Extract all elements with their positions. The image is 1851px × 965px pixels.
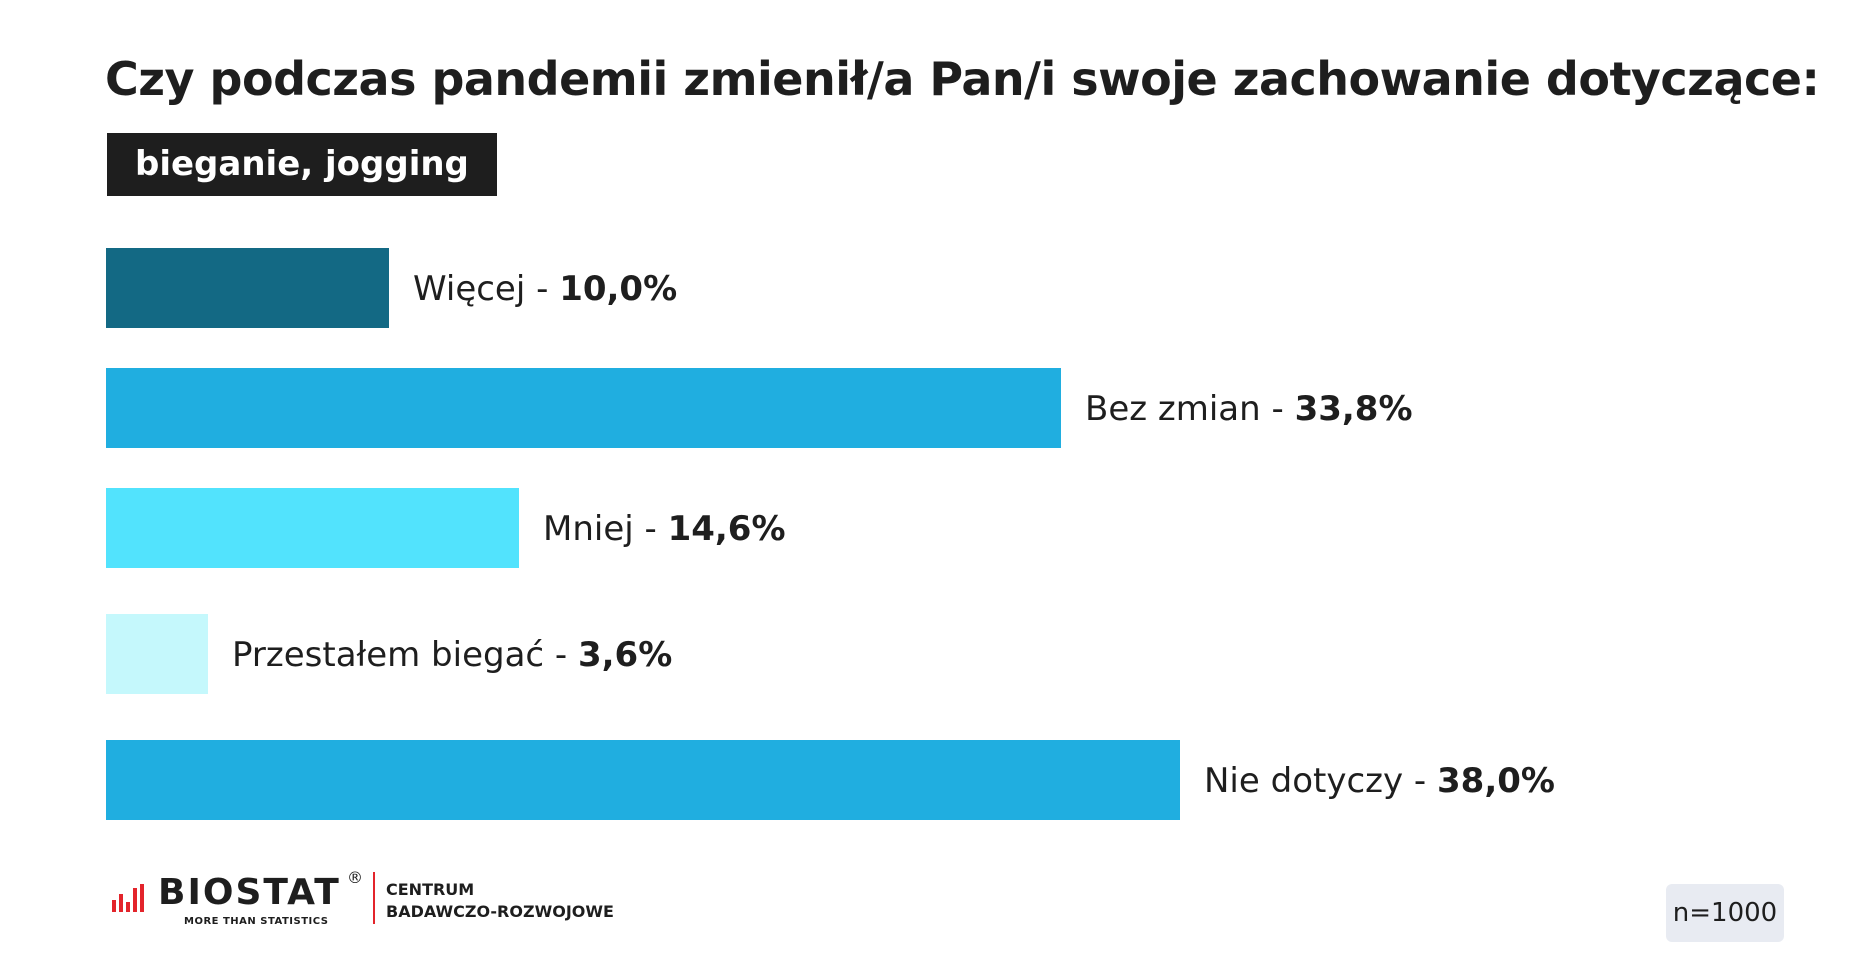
logo-tagline: MORE THAN STATISTICS [184,916,329,927]
bar-category-label: Bez zmian - [1085,389,1295,429]
bar-label-3: Przestałem biegać - 3,6% [232,635,672,675]
bar-label-1: Bez zmian - 33,8% [1085,389,1413,429]
bar-0 [106,248,389,328]
bar-3 [106,614,208,694]
bar-label-4: Nie dotyczy - 38,0% [1204,761,1555,801]
bar-2 [106,488,519,568]
bar-value-label: 14,6% [668,509,786,549]
bar-1 [106,368,1061,448]
bar-value-label: 3,6% [578,635,672,675]
bar-value-label: 38,0% [1437,761,1555,801]
bar-category-label: Mniej - [543,509,668,549]
chart-subtitle-tag: bieganie, jogging [107,133,497,196]
logo-divider [373,872,375,924]
bar-label-2: Mniej - 14,6% [543,509,786,549]
bar-value-label: 33,8% [1295,389,1413,429]
sample-size-badge: n=1000 [1666,884,1784,942]
logo-brand-name: BIOSTAT [158,872,341,913]
logo-registered-mark: ® [347,868,363,887]
bar-label-0: Więcej - 10,0% [413,269,677,309]
bar-category-label: Nie dotyczy - [1204,761,1437,801]
bar-chart-logo-icon [112,884,144,912]
logo-center-line1: CENTRUM [386,880,475,899]
bar-value-label: 10,0% [559,269,677,309]
bar-category-label: Więcej - [413,269,559,309]
logo-center-line2: BADAWCZO-ROZWOJOWE [386,902,614,921]
bar-4 [106,740,1180,820]
chart-title: Czy podczas pandemii zmienił/a Pan/i swo… [105,52,1820,106]
bar-category-label: Przestałem biegać - [232,635,578,675]
bar-chart: Więcej - 10,0% Bez zmian - 33,8% Mniej - 1… [106,248,1555,820]
